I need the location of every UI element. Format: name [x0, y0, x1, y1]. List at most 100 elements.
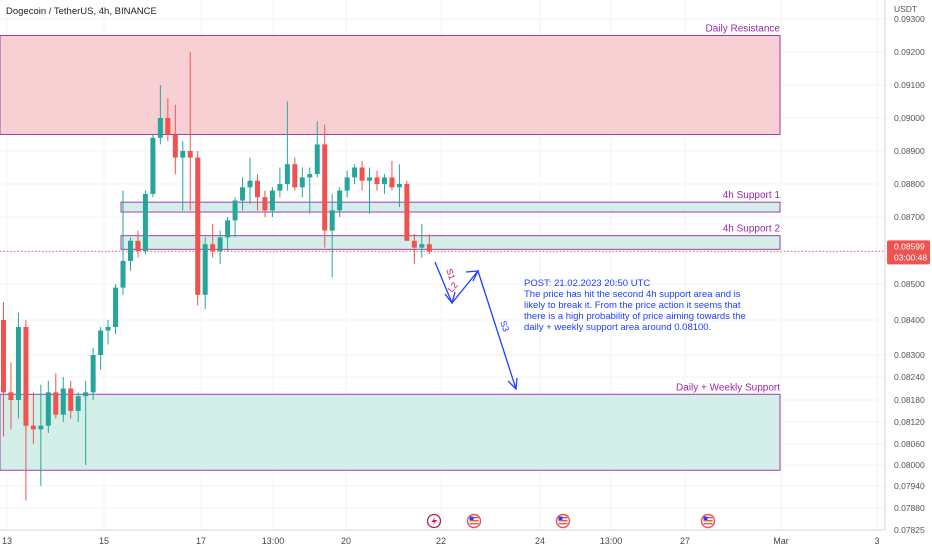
candle-body — [232, 200, 238, 221]
price-tick-label: 0.08060 — [894, 439, 925, 449]
price-tick-label: 0.08500 — [894, 279, 925, 289]
candle-body — [68, 388, 74, 411]
zones: Daily Resistance 4h Support 1 4h Support 2… — [0, 24, 781, 471]
candle-body — [367, 177, 373, 181]
chart-title: Dogecoin / TetherUS, 4h, BINANCE — [6, 6, 157, 17]
candle-body — [98, 330, 104, 355]
candle-body — [426, 244, 432, 252]
candle-body — [337, 190, 343, 211]
price-tick-label: 0.07880 — [894, 503, 925, 513]
note-line-5: daily + weekly support area around 0.081… — [524, 322, 711, 333]
candle-body — [344, 177, 350, 191]
candle-body — [284, 164, 290, 184]
time-label: 13:00 — [600, 536, 623, 546]
candle-body — [90, 355, 96, 393]
candle-body — [30, 425, 36, 430]
time-label: 22 — [436, 536, 446, 546]
time-label: Mar — [773, 536, 789, 546]
candle-body — [389, 177, 395, 188]
candle-body — [75, 396, 81, 411]
candle-body — [404, 184, 410, 241]
zone-1 — [120, 201, 781, 213]
price-tick-label: 0.07940 — [894, 481, 925, 491]
wave-label-s1: S1 — [444, 267, 457, 281]
candle-body — [419, 244, 425, 248]
price-tick-label: 0.08180 — [894, 395, 925, 405]
time-label: 3 — [874, 536, 879, 546]
current-price-value: 0.08599 — [894, 241, 925, 251]
wave-label-s3: S3 — [498, 319, 511, 333]
time-label: 24 — [535, 536, 545, 546]
us-flag-icon[interactable] — [700, 513, 716, 529]
price-tick-label: 0.09200 — [894, 47, 925, 57]
candle-body — [359, 167, 365, 181]
time-axis-bg — [0, 530, 885, 550]
time-label: 20 — [341, 536, 351, 546]
lightning-icon[interactable] — [426, 513, 442, 529]
current-price-countdown: 03:00:48 — [894, 252, 927, 262]
candle-body — [127, 240, 133, 261]
zone-label: Daily Resistance — [706, 24, 781, 35]
candle-body — [254, 180, 260, 198]
candle-body — [322, 144, 328, 231]
candle-body — [157, 118, 163, 138]
candle-body — [307, 174, 313, 178]
arrow-head-3 — [507, 377, 518, 391]
time-label: 27 — [680, 536, 690, 546]
time-label: 13 — [2, 536, 12, 546]
price-tick-label: 0.08800 — [894, 179, 925, 189]
price-tick-label: 0.08900 — [894, 146, 925, 156]
candle-body — [195, 157, 201, 295]
candle-body — [225, 220, 231, 238]
projection-path: S1 L2 S3 — [434, 261, 518, 391]
candle-body — [113, 287, 119, 327]
candle-body — [314, 144, 320, 175]
price-tick-label: 0.09300 — [894, 14, 925, 24]
candle-body — [247, 180, 253, 188]
time-label: 13:00 — [262, 536, 285, 546]
candle-body — [165, 118, 171, 135]
candle-body — [135, 240, 141, 251]
candle-body — [38, 425, 44, 430]
candle-body — [329, 210, 335, 231]
candle-body — [23, 327, 29, 426]
candle-body — [120, 260, 126, 288]
analysis-note: POST: 21.02.2023 20:50 UTC The price has… — [524, 278, 746, 333]
time-label: 15 — [99, 536, 109, 546]
event-markers — [426, 513, 716, 529]
candle-body — [15, 327, 21, 400]
price-tick-label: 0.08000 — [894, 460, 925, 470]
candle-body — [172, 134, 178, 158]
currency-label: USDT — [894, 4, 917, 14]
candle-body — [142, 193, 148, 251]
candle-body — [60, 388, 66, 415]
candle-body — [105, 327, 111, 331]
note-line-4: there is a high probability of price aim… — [524, 311, 746, 322]
candle-body — [150, 137, 156, 194]
candle-body — [180, 151, 186, 158]
candle-body — [299, 177, 305, 188]
price-tick-label: 0.07825 — [894, 525, 925, 535]
price-tick-label: 0.08120 — [894, 417, 925, 427]
projection-line — [434, 261, 517, 390]
time-axis[interactable]: 13 15 17 13:00 20 22 24 13:00 27 Mar 3 — [2, 536, 880, 546]
candle-body — [8, 392, 14, 400]
zone-0 — [0, 35, 781, 135]
wave-label-l2: L2 — [446, 280, 460, 294]
candle-body — [210, 244, 216, 251]
candle-body — [381, 177, 387, 184]
arrow-head-1 — [444, 291, 456, 305]
candle-body — [217, 237, 223, 251]
price-tick-label: 0.08300 — [894, 350, 925, 360]
us-flag-icon[interactable] — [466, 513, 482, 529]
arrow-head-2 — [465, 270, 480, 282]
candle-body — [262, 197, 268, 211]
candle-body — [396, 184, 402, 188]
price-axis[interactable]: 0.09300 0.09200 0.09100 0.09000 0.08900 0.088… — [894, 14, 925, 535]
candle-body — [187, 151, 193, 158]
price-tick-label: 0.09000 — [894, 113, 925, 123]
price-tick-label: 0.09100 — [894, 80, 925, 90]
note-line-1: POST: 21.02.2023 20:50 UTC — [524, 278, 650, 289]
us-flag-icon[interactable] — [555, 513, 571, 529]
